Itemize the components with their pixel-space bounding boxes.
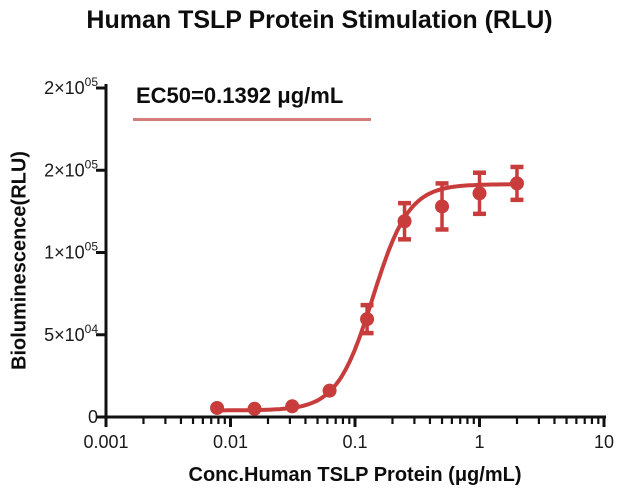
y-tick-label: 0 xyxy=(88,407,98,427)
x-tick-label: 0.1 xyxy=(342,432,367,452)
chart-title: Human TSLP Protein Stimulation (RLU) xyxy=(86,6,553,34)
x-tick-label: 1 xyxy=(474,432,484,452)
data-point xyxy=(472,186,487,201)
data-point xyxy=(247,401,262,416)
x-tick-label: 0.01 xyxy=(213,432,248,452)
data-point xyxy=(210,400,225,415)
y-tick-label: 2×1005 xyxy=(44,75,98,98)
data-point xyxy=(360,312,375,327)
y-tick-label: 5×1004 xyxy=(44,322,98,345)
x-tick-label: 10 xyxy=(594,432,614,452)
ec50-underline xyxy=(133,118,371,121)
x-tick-label: 0.001 xyxy=(83,432,128,452)
ec50-annotation: EC50=0.1392 μg/mL xyxy=(136,83,344,108)
y-tick-label: 1×1005 xyxy=(44,240,98,263)
y-tick-label: 2×1005 xyxy=(44,157,98,180)
x-axis-title: Conc.Human TSLP Protein (μg/mL) xyxy=(188,464,522,486)
data-point xyxy=(509,176,524,191)
data-point xyxy=(322,383,337,398)
fit-curve xyxy=(215,182,519,413)
data-point xyxy=(285,399,300,414)
data-point xyxy=(435,199,450,214)
data-point xyxy=(397,214,412,229)
